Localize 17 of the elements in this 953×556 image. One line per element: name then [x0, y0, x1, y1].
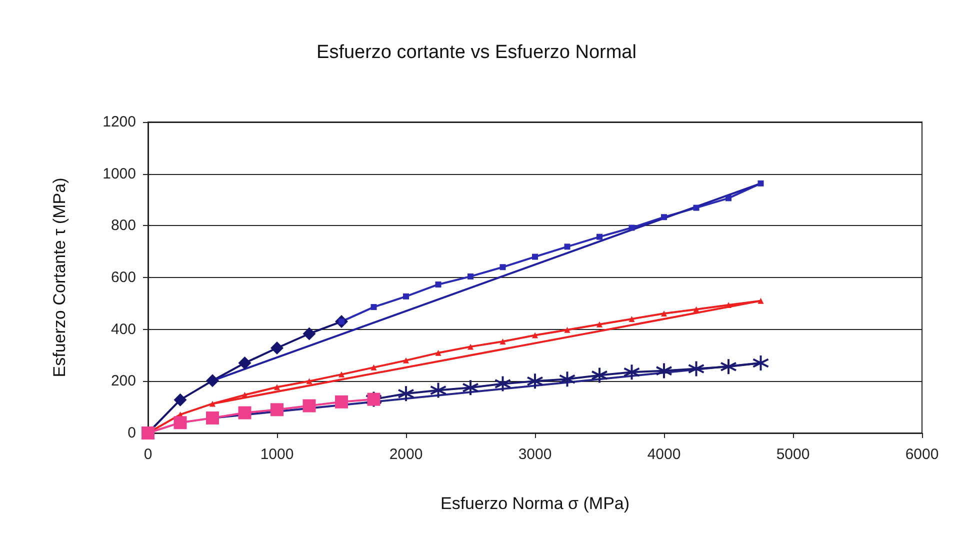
x-tick-label: 2000 [389, 446, 423, 463]
y-tick-label: 400 [110, 320, 136, 338]
y-axis-title: Esfuerzo Cortante τ (MPa) [50, 178, 69, 378]
x-tick-label: 3000 [518, 446, 552, 463]
x-tick-label: 5000 [776, 446, 810, 463]
y-tick-label: 800 [110, 217, 136, 234]
y-tick-label: 1200 [102, 114, 136, 130]
x-tick-label: 6000 [905, 446, 939, 463]
x-axis-title: Esfuerzo Norma σ (MPa) [440, 494, 630, 513]
y-tick-label: 0 [128, 424, 136, 442]
x-tick-label: 0 [144, 446, 152, 463]
y-tick-label: 1000 [102, 165, 136, 182]
chart-title: Esfuerzo cortante vs Esfuerzo Normal [316, 42, 636, 63]
y-tick-label: 600 [110, 269, 136, 286]
y-tick-label: 200 [110, 372, 136, 390]
x-tick-label: 1000 [260, 446, 294, 463]
x-tick-label: 4000 [647, 446, 681, 463]
